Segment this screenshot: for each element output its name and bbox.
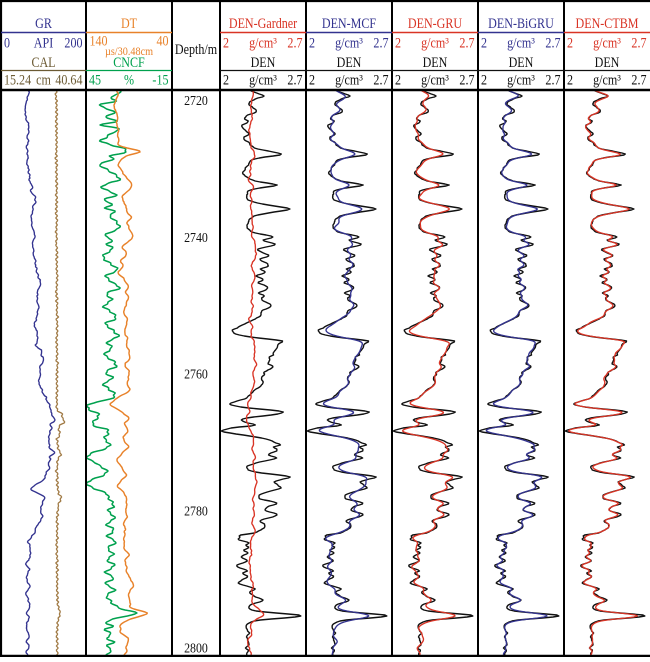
svg-text:2: 2 [567, 72, 573, 88]
svg-text:2720: 2720 [184, 92, 208, 108]
svg-text:2: 2 [309, 35, 315, 51]
svg-text:DEN: DEN [423, 54, 448, 70]
svg-text:2780: 2780 [184, 503, 208, 519]
svg-text:2.7: 2.7 [459, 35, 474, 51]
svg-text:2: 2 [223, 35, 229, 51]
svg-text:DEN-BiGRU: DEN-BiGRU [488, 15, 554, 31]
svg-text:API: API [34, 35, 53, 51]
svg-text:g/cm³: g/cm³ [335, 35, 363, 51]
svg-text:2: 2 [395, 35, 401, 51]
svg-text:g/cm³: g/cm³ [335, 72, 363, 88]
svg-text:2.7: 2.7 [631, 72, 646, 88]
svg-text:0: 0 [4, 35, 10, 51]
svg-text:40.64: 40.64 [55, 72, 82, 88]
svg-text:40: 40 [156, 33, 168, 49]
svg-text:2: 2 [481, 72, 487, 88]
svg-text:2760: 2760 [184, 366, 208, 382]
svg-text:2: 2 [481, 35, 487, 51]
svg-text:2: 2 [567, 35, 573, 51]
svg-text:2.7: 2.7 [287, 35, 302, 51]
svg-text:DEN: DEN [595, 54, 620, 70]
svg-text:2.7: 2.7 [459, 72, 474, 88]
svg-text:µs/30.48cm: µs/30.48cm [105, 45, 153, 58]
svg-text:2.7: 2.7 [287, 72, 302, 88]
svg-text:g/cm³: g/cm³ [421, 72, 449, 88]
svg-text:DEN: DEN [509, 54, 534, 70]
svg-text:g/cm³: g/cm³ [507, 35, 535, 51]
svg-text:DEN-Gardner: DEN-Gardner [229, 15, 298, 31]
svg-text:2.7: 2.7 [373, 35, 388, 51]
svg-text:2: 2 [223, 72, 229, 88]
svg-text:CAL: CAL [31, 54, 55, 70]
svg-text:2740: 2740 [184, 229, 208, 245]
svg-text:2: 2 [309, 72, 315, 88]
svg-text:15.24: 15.24 [4, 72, 31, 88]
svg-text:-15: -15 [152, 72, 168, 88]
svg-text:2.7: 2.7 [631, 35, 646, 51]
svg-text:DEN-MCF: DEN-MCF [322, 15, 376, 31]
svg-text:DEN: DEN [251, 54, 276, 70]
svg-text:g/cm³: g/cm³ [421, 35, 449, 51]
svg-text:DEN: DEN [337, 54, 362, 70]
svg-text:DEN-GRU: DEN-GRU [408, 15, 463, 31]
svg-text:g/cm³: g/cm³ [593, 72, 621, 88]
svg-text:g/cm³: g/cm³ [249, 35, 277, 51]
svg-text:DT: DT [121, 15, 137, 31]
svg-text:g/cm³: g/cm³ [507, 72, 535, 88]
svg-text:%: % [124, 72, 134, 88]
svg-text:2.7: 2.7 [545, 35, 560, 51]
svg-text:Depth/m: Depth/m [175, 41, 218, 57]
svg-text:2.7: 2.7 [373, 72, 388, 88]
svg-text:2.7: 2.7 [545, 72, 560, 88]
svg-text:200: 200 [64, 35, 82, 51]
svg-text:140: 140 [89, 33, 107, 49]
svg-text:2800: 2800 [184, 639, 208, 655]
svg-text:cm: cm [36, 72, 51, 88]
svg-text:g/cm³: g/cm³ [593, 35, 621, 51]
svg-text:2: 2 [395, 72, 401, 88]
svg-text:45: 45 [89, 72, 101, 88]
svg-text:DEN-CTBM: DEN-CTBM [576, 15, 639, 31]
svg-text:GR: GR [35, 15, 52, 31]
svg-text:CNCF: CNCF [113, 54, 144, 70]
svg-text:g/cm³: g/cm³ [249, 72, 277, 88]
